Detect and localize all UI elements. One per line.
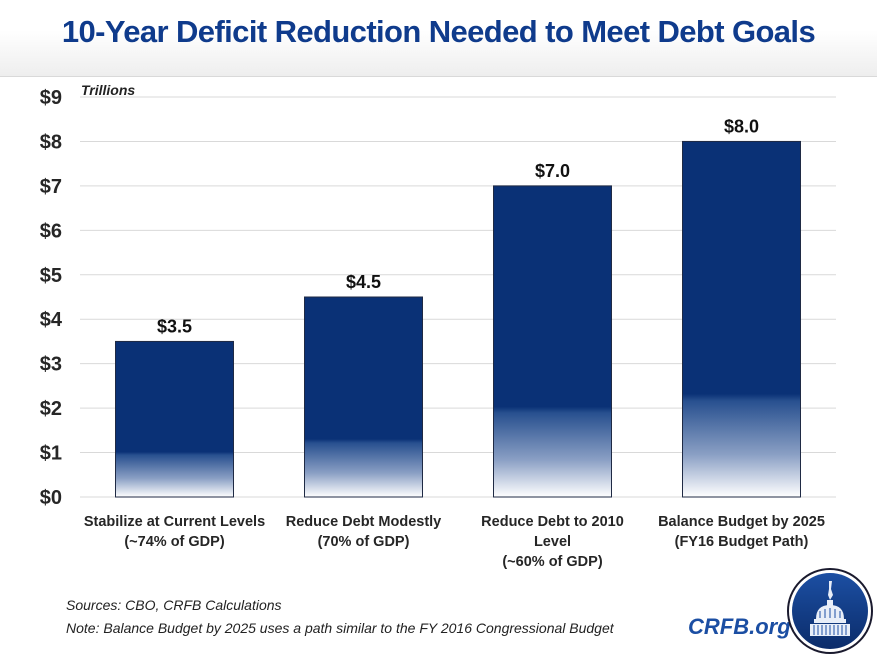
bars [115, 140, 801, 498]
x-category-label: (FY16 Budget Path) [675, 534, 809, 550]
y-tick-label: $5 [40, 265, 62, 287]
data-label: $7.0 [535, 161, 570, 181]
x-category-label: Reduce Debt to 2010 [481, 514, 624, 530]
bar [682, 140, 801, 498]
data-label: $3.5 [157, 316, 192, 336]
y-axis: $0 $1 $2 $3 $4 $5 $6 $7 $8 $9 [40, 87, 63, 509]
x-category-label: Reduce Debt Modestly [286, 514, 442, 530]
sources-note: Sources: CBO, CRFB Calculations [66, 597, 282, 613]
x-category-label: (70% of GDP) [318, 534, 410, 550]
y-tick-label: $8 [40, 131, 62, 153]
x-category-label: (~74% of GDP) [124, 534, 224, 550]
methodology-note: Note: Balance Budget by 2025 uses a path… [66, 620, 614, 636]
x-axis: Stabilize at Current Levels (~74% of GDP)… [84, 514, 825, 570]
y-tick-label: $3 [40, 354, 62, 376]
header-band: 10-Year Deficit Reduction Needed to Meet… [0, 0, 877, 77]
y-tick-label: $0 [40, 487, 62, 509]
data-labels: $3.5 $4.5 $7.0 $8.0 [157, 116, 759, 336]
y-tick-label: $7 [40, 176, 62, 198]
bar [304, 296, 423, 498]
x-category-label: Balance Budget by 2025 [658, 514, 825, 530]
y-tick-label: $9 [40, 87, 62, 109]
bar [493, 185, 612, 498]
x-category-label: (~60% of GDP) [502, 554, 602, 570]
y-tick-label: $6 [40, 220, 62, 242]
x-category-label: Level [534, 534, 571, 550]
data-label: $8.0 [724, 116, 759, 136]
x-category-label: Stabilize at Current Levels [84, 514, 265, 530]
brand-link[interactable]: CRFB.org [688, 614, 791, 639]
data-label: $4.5 [346, 272, 381, 292]
bar [115, 340, 234, 498]
y-tick-label: $1 [40, 443, 62, 465]
bar-chart: $0$1$2$3$4$5$6$7$8$9 Trillions $3.5$4.5$… [40, 82, 836, 570]
y-tick-label: $2 [40, 398, 62, 420]
unit-label: Trillions [81, 82, 135, 98]
capitol-dome-seal-icon [787, 568, 873, 654]
chart-title: 10-Year Deficit Reduction Needed to Meet… [61, 14, 816, 49]
y-tick-label: $4 [40, 309, 63, 331]
